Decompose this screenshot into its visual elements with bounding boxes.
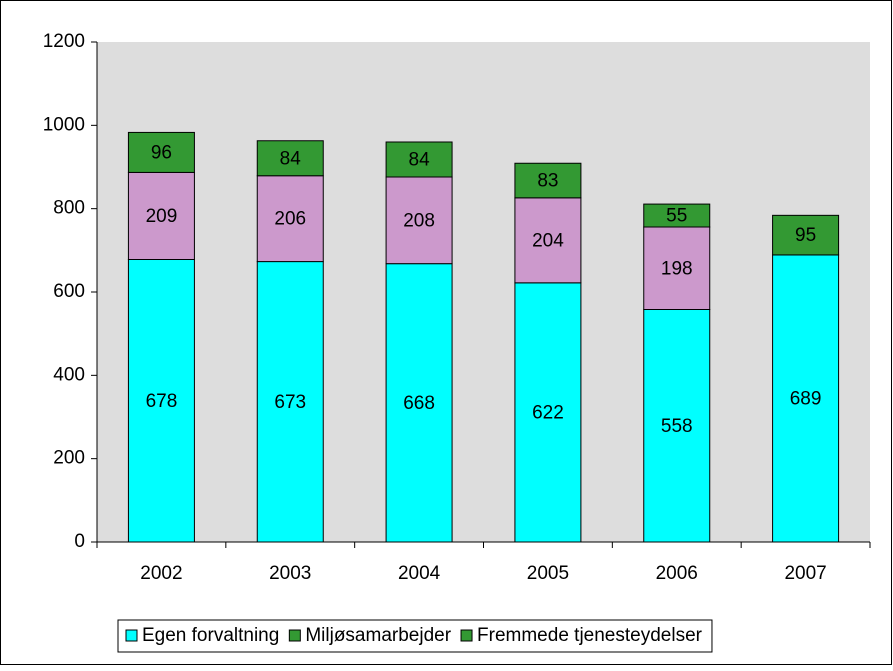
bar-segment [772,214,840,256]
data-label: 673 [274,392,306,413]
x-tick-label: 2005 [527,563,569,584]
bar-segment [385,141,453,178]
data-label: 206 [274,209,306,230]
x-tick-label: 2004 [398,563,441,584]
data-label: 668 [403,393,435,414]
data-label: 83 [537,171,558,192]
bar-segment [772,254,840,543]
legend-swatch [460,629,473,642]
bar-segment [256,140,324,177]
y-tick-label: 200 [53,448,85,469]
legend: Egen forvaltning Miljøsamarbejder Fremmede… [117,619,713,653]
bar-segment [127,259,195,543]
data-label: 209 [146,206,178,227]
y-tick-label: 400 [53,364,85,385]
y-tick-label: 600 [53,281,85,302]
x-tick-label: 2006 [656,563,698,584]
bar-segment [643,226,711,310]
legend-swatch [288,629,301,642]
bar-segment [127,171,195,261]
x-tick-label: 2002 [140,563,182,584]
data-label: 558 [661,416,693,437]
y-tick-label: 1000 [43,114,85,135]
y-tick-label: 800 [53,198,85,219]
plot-area [97,42,870,542]
bar-segment [643,309,711,543]
bar-segment [385,176,453,265]
bar-segment [256,261,324,543]
bar-segment [127,131,195,173]
x-tick-label: 2003 [269,563,311,584]
data-label: 198 [661,258,693,279]
bar-segment [514,162,582,199]
y-tick-label: 0 [74,531,85,552]
data-label: 208 [403,210,435,231]
legend-box [117,619,713,653]
data-label: 678 [146,391,178,412]
y-tick-label: 1200 [43,31,85,52]
legend-swatch [125,629,138,642]
data-label: 84 [409,150,431,171]
bar-segment [385,263,453,543]
data-label: 95 [795,225,816,246]
data-label: 55 [666,206,687,227]
legend-label: Miljøsamarbejder [305,625,451,646]
data-label: 689 [790,388,822,409]
data-label: 622 [532,402,564,423]
legend-label: Egen forvaltning [142,625,279,646]
bar-segment [643,203,711,228]
bar-segment [514,282,582,543]
data-label: 96 [151,142,172,163]
bar-segment [256,175,324,263]
bar-segment [514,197,582,284]
data-label: 84 [280,148,302,169]
legend-label: Fremmede tjenesteydelser [477,625,703,646]
x-tick-label: 2007 [784,563,826,584]
data-label: 204 [532,230,564,251]
